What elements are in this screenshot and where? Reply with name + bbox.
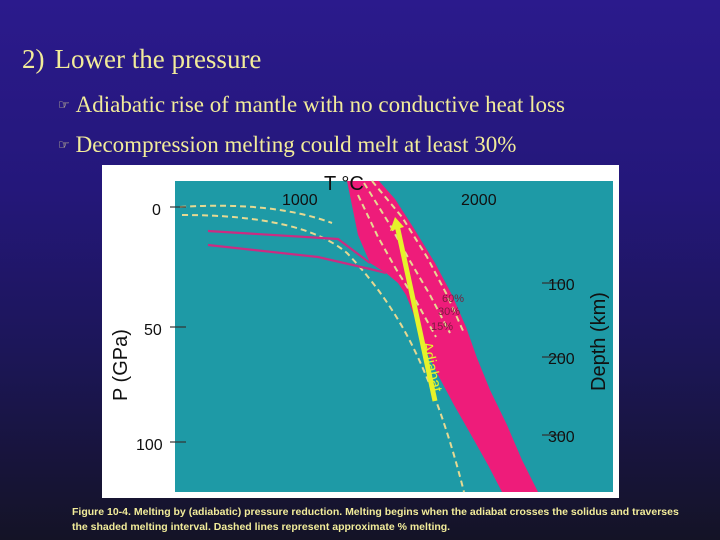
bullet-item: ☞ Decompression melting could melt at lea… <box>58 130 565 170</box>
caption-label: Figure 10-4. <box>72 506 131 518</box>
temperature-tick-label: 2000 <box>461 192 497 209</box>
melt-30-line <box>363 182 451 334</box>
depth-tick-label: 300 <box>548 429 575 446</box>
depth-axis-title: Depth (km) <box>588 292 610 391</box>
bullet-text: Decompression melting could melt at leas… <box>75 132 517 157</box>
title-number: 2) <box>22 44 45 74</box>
upper-dashed-line <box>179 204 333 224</box>
depth-tick-label: 100 <box>548 277 575 294</box>
bullet-text: Adiabatic rise of mantle with no conduct… <box>75 92 565 117</box>
pressure-tick-label: 100 <box>136 437 163 454</box>
title-text: Lower the pressure <box>54 44 262 74</box>
melt-label-60: 60% <box>442 293 464 305</box>
pressure-axis-title: P (GPa) <box>110 329 132 401</box>
melt-label-15: 15% <box>431 321 453 333</box>
depth-tick-label: 200 <box>548 351 575 368</box>
adiabat-line <box>394 224 438 402</box>
pressure-tick-label: 50 <box>144 322 162 339</box>
melting-figure: T °C 1000 2000 0 50 100 P (GPa) 100 200 … <box>102 165 619 498</box>
figure-caption: Figure 10-4. Melting by (adiabatic) pres… <box>72 505 692 535</box>
pointing-hand-icon: ☞ <box>58 98 70 113</box>
axis-ticks <box>170 206 564 443</box>
adiabat-arrowhead <box>390 217 404 231</box>
geotherm-line <box>207 229 371 264</box>
geotherm-line <box>207 243 387 275</box>
bullet-item: ☞ Adiabatic rise of mantle with no conduc… <box>58 90 565 130</box>
temperature-tick-label: 1000 <box>282 192 318 209</box>
melting-diagram: T °C 1000 2000 0 50 100 P (GPa) 100 200 … <box>110 173 613 493</box>
melt-label-30: 30% <box>438 306 460 318</box>
bullet-list: ☞ Adiabatic rise of mantle with no conduc… <box>58 90 565 170</box>
melt-15-line <box>357 194 437 338</box>
melt-60-line <box>371 180 465 334</box>
lower-dashed-line <box>181 214 465 493</box>
melting-interval <box>347 181 538 492</box>
caption-text: Melting by (adiabatic) pressure reductio… <box>72 506 679 533</box>
pressure-tick-label: 0 <box>152 202 161 219</box>
pointing-hand-icon: ☞ <box>58 138 70 153</box>
slide-title: 2) Lower the pressure <box>22 44 261 75</box>
temperature-axis-title: T °C <box>324 173 364 195</box>
